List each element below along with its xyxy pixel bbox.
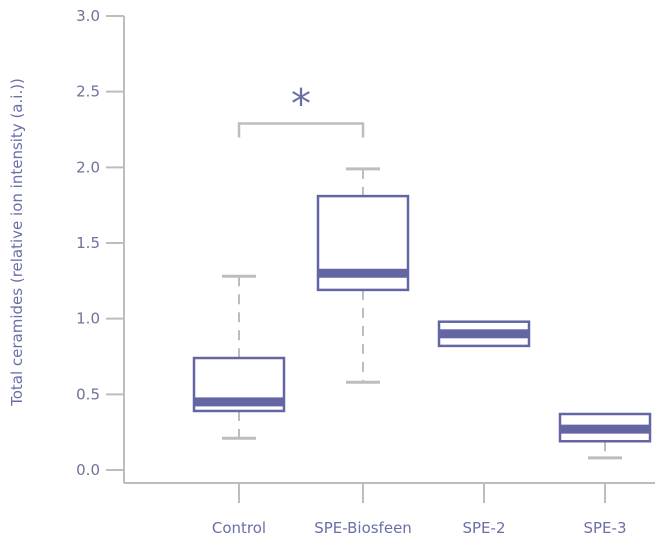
y-tick-label: 0.5 [76, 385, 100, 403]
y-tick-label: 1.5 [76, 234, 100, 252]
box-spe-2 [437, 320, 531, 348]
y-axis-title: Total ceramides (relative ion intensity … [8, 78, 26, 407]
y-tick-label: 2.5 [76, 83, 100, 101]
y-tick-label: 0.0 [76, 461, 100, 479]
y-tick-label: 2.0 [76, 158, 100, 176]
median-line [194, 397, 284, 407]
significance-bracket: * [237, 81, 365, 138]
significance-star: * [291, 81, 311, 127]
x-tick-label: Control [212, 519, 266, 537]
x-tick-label: SPE-2 [462, 519, 505, 537]
bracket-line [237, 122, 365, 138]
median-line [439, 329, 529, 339]
y-ticks: 0.0 0.5 1.0 1.5 2.0 2.5 3.0 [76, 7, 124, 479]
median-line [318, 268, 408, 278]
boxes [192, 167, 652, 460]
axes [123, 16, 655, 484]
y-tick-label: 3.0 [76, 7, 100, 25]
x-ticks: Control SPE-Biosfeen SPE-2 SPE-3 [212, 483, 627, 537]
box-spe-3 [558, 412, 652, 460]
box-spe-biosfeen [316, 167, 410, 384]
y-tick-label: 1.0 [76, 310, 100, 328]
x-tick-label: SPE-3 [583, 519, 626, 537]
box-control [192, 274, 286, 440]
median-line [560, 424, 650, 434]
x-tick-label: SPE-Biosfeen [314, 519, 412, 537]
